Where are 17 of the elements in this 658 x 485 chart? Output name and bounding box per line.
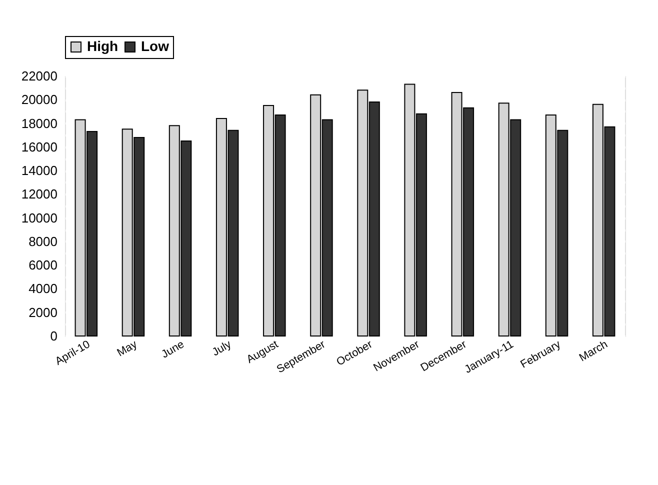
y-tick-label: 8000 (28, 234, 58, 249)
y-tick-label: 14000 (21, 163, 58, 178)
y-tick-label: 0 (50, 328, 58, 344)
y-tick-label: 18000 (21, 116, 58, 131)
x-tick-label: June (160, 338, 186, 361)
x-tick-label: July (210, 338, 234, 359)
y-tick-label: 20000 (21, 92, 58, 108)
y-tick-label: 6000 (28, 258, 58, 273)
y-tick-label: 22000 (21, 68, 58, 84)
legend-label: High (87, 38, 118, 54)
y-tick-label: 2000 (28, 304, 58, 320)
y-tick-label: 10000 (21, 210, 58, 226)
legend-label: Low (141, 38, 170, 54)
y-tick-label: 4000 (28, 281, 58, 296)
y-tick-label: 16000 (21, 139, 58, 154)
y-tick-label: 12000 (21, 186, 58, 202)
x-tick-label: May (115, 338, 140, 360)
